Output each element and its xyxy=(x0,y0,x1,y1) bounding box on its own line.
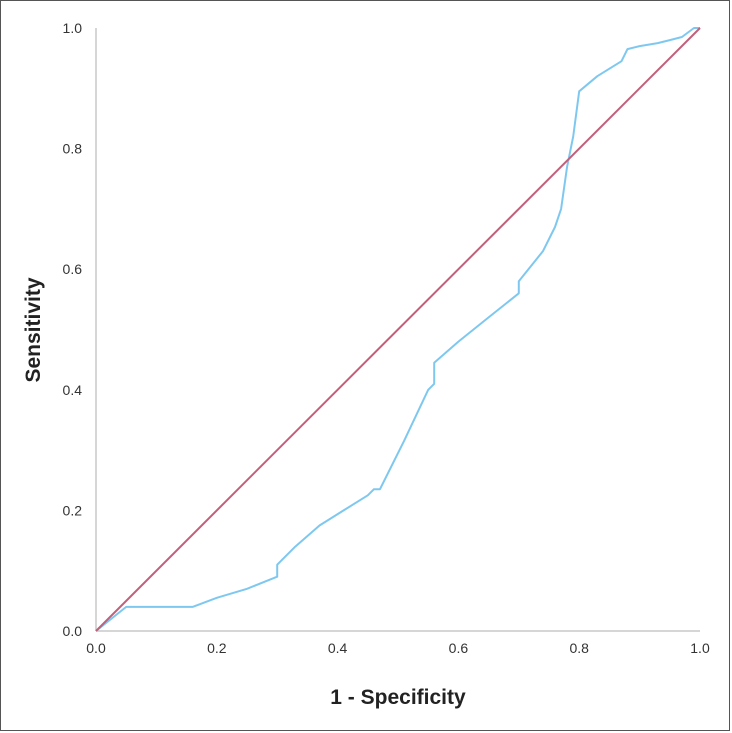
reference-diagonal xyxy=(95,27,701,632)
x-tick-label: 1.0 xyxy=(690,640,710,656)
roc-curve xyxy=(95,27,700,632)
y-tick-label: 0.0 xyxy=(63,623,83,639)
series-lines xyxy=(95,27,701,632)
y-tick-labels: 0.0 0.2 0.4 0.6 0.8 1.0 xyxy=(63,20,83,639)
axes xyxy=(95,28,700,632)
x-tick-label: 0.2 xyxy=(207,640,227,656)
y-tick-label: 0.2 xyxy=(63,502,83,518)
y-tick-label: 0.8 xyxy=(63,141,83,157)
x-tick-label: 0.4 xyxy=(328,640,348,656)
x-tick-label: 0.8 xyxy=(569,640,589,656)
y-axis-title: Sensitivity xyxy=(22,277,45,382)
x-tick-label: 0.6 xyxy=(449,640,469,656)
x-tick-label: 0.0 xyxy=(86,640,106,656)
x-axis-title: 1 - Specificity xyxy=(330,686,466,709)
x-tick-labels: 0.0 0.2 0.4 0.6 0.8 1.0 xyxy=(86,640,710,656)
y-tick-label: 0.6 xyxy=(63,261,83,277)
y-tick-label: 0.4 xyxy=(63,382,83,398)
y-tick-label: 1.0 xyxy=(63,20,83,36)
